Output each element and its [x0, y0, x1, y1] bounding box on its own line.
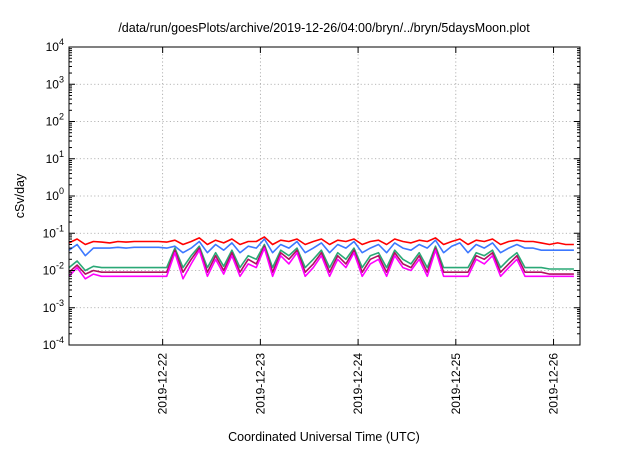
series-line-2: [68, 238, 574, 257]
x-tick-label: 2019-12-22: [156, 353, 170, 415]
series-layer: [68, 236, 574, 280]
y-tick-label: 10-3: [43, 298, 64, 315]
x-tick-label: 2019-12-26: [547, 353, 561, 415]
x-tick-label: 2019-12-25: [449, 353, 463, 415]
y-tick-label: 103: [46, 74, 64, 91]
grid: [69, 47, 580, 345]
series-line-5: [68, 247, 574, 280]
x-tick-label: 2019-12-23: [253, 353, 267, 415]
y-axis-ticks: 10-4 10-3 10-2 10-1 100 101 102 103 104: [43, 37, 580, 352]
y-tick-label: 100: [46, 186, 64, 203]
x-tick-label: 2019-12-24: [351, 353, 365, 415]
x-axis-ticks: 2019-12-22 2019-12-23 2019-12-24 2019-12-25…: [156, 47, 561, 414]
y-tick-label: 10-2: [43, 261, 64, 278]
y-tick-label: 102: [46, 112, 64, 129]
series-line-1: [68, 236, 574, 246]
y-tick-label: 10-1: [43, 223, 64, 240]
y-tick-label: 101: [46, 149, 64, 166]
x-axis-label: Coordinated Universal Time (UTC): [228, 430, 420, 444]
y-tick-label: 10-4: [43, 335, 64, 352]
y-axis-label: cSv/day: [13, 173, 27, 218]
chart-title: /data/run/goesPlots/archive/2019-12-26/0…: [118, 21, 530, 35]
y-tick-label: 104: [46, 37, 64, 54]
series-line-3: [68, 243, 574, 272]
series-line-4: [68, 245, 574, 275]
